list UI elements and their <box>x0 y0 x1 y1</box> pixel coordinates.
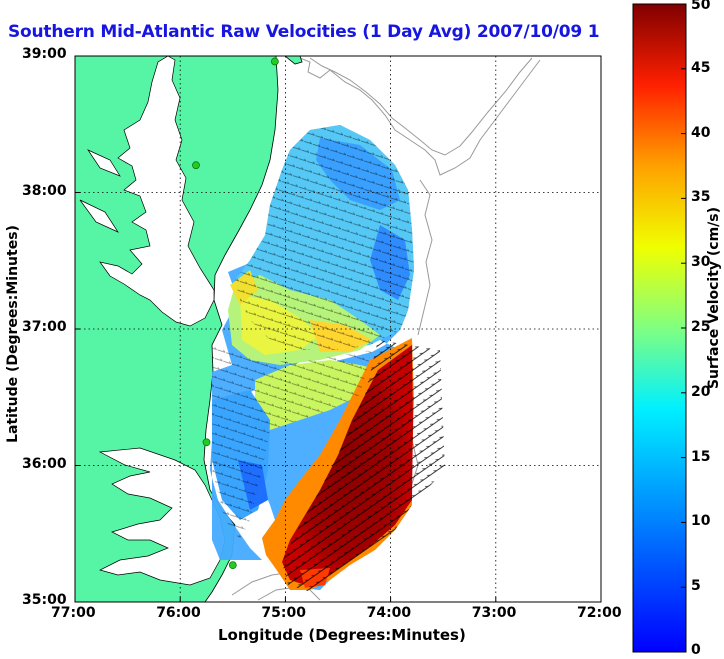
velocity-vectors <box>212 125 445 592</box>
x-tick-label: 73:00 <box>471 605 517 621</box>
y-tick-label: 38:00 <box>22 182 67 199</box>
x-tick-label: 76:00 <box>156 605 201 621</box>
y-tick-label: 37:00 <box>22 319 67 335</box>
x-tick-label: 77:00 <box>51 605 96 621</box>
x-tick-label: 72:00 <box>577 605 622 621</box>
colorbar-tick-label: 25 <box>691 319 711 335</box>
colorbar-tick-label: 10 <box>691 513 711 530</box>
station-marker <box>192 161 200 170</box>
station-marker <box>228 561 237 570</box>
colorbar-overlap <box>600 18 634 48</box>
colorbar-tick-label: 45 <box>691 59 711 76</box>
colorbar-tick-label: 15 <box>691 448 711 465</box>
colorbar-tick-label: 50 <box>691 0 711 13</box>
station-marker <box>270 57 279 66</box>
y-tick-label: 35:00 <box>22 592 67 608</box>
colorbar-tick-label: 40 <box>691 124 711 141</box>
grid <box>75 56 601 602</box>
colorbar-tick-label: 5 <box>691 578 701 595</box>
x-axis-label: Longitude (Degrees:Minutes) <box>218 626 466 644</box>
colorbar-label: Surface Velocity (cm/s) <box>706 206 722 390</box>
x-tick-label: 75:00 <box>261 605 306 621</box>
colorbar-tick-label: 30 <box>691 254 711 271</box>
hf-radar-stations <box>192 57 279 570</box>
chesapeake-bay <box>79 56 215 327</box>
colorbar-tick-label: 20 <box>691 383 711 400</box>
map-title: Southern Mid-Atlantic Raw Velocities (1 … <box>8 22 675 42</box>
station-marker <box>202 438 211 447</box>
colorbar-tick-label: 35 <box>691 189 711 206</box>
x-tick-label: 74:00 <box>366 605 412 621</box>
plot-area <box>75 56 601 602</box>
colorbar-tick-label: 0 <box>691 642 701 658</box>
y-axis-label: Latitude (Degrees:Minutes) <box>5 225 21 443</box>
y-tick-label: 39:00 <box>22 46 67 62</box>
colorbar <box>632 3 687 653</box>
y-tick-label: 36:00 <box>22 455 67 472</box>
